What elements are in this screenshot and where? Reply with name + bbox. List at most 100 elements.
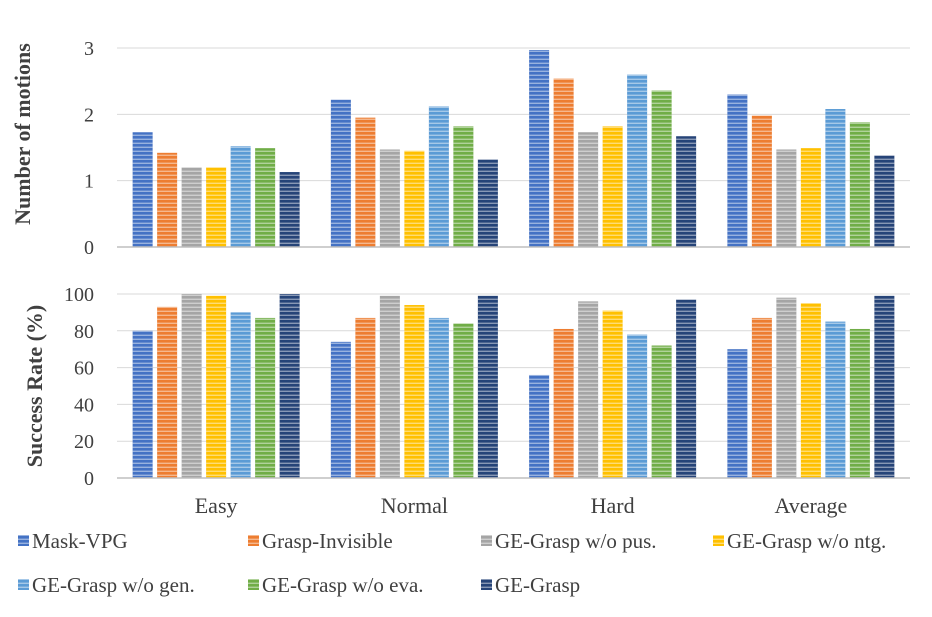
legend-swatch-texture [248, 579, 259, 590]
bar [651, 90, 672, 247]
bar [255, 148, 276, 247]
bar-texture [874, 155, 895, 247]
bar-texture [181, 294, 202, 478]
bar [578, 301, 599, 478]
bar-texture [553, 78, 574, 247]
legend-label: GE-Grasp w/o eva. [262, 573, 424, 597]
bar-texture [230, 312, 251, 478]
bar-texture [727, 94, 748, 247]
bar [428, 106, 449, 247]
legend-item: Grasp-Invisible [248, 529, 393, 553]
bar-texture [874, 295, 895, 478]
bar-texture [676, 299, 697, 478]
bar-texture [553, 328, 574, 478]
bar-texture [800, 303, 821, 478]
y-tick-label: 2 [84, 104, 94, 126]
bar-texture [849, 122, 870, 247]
y-tick-label: 20 [74, 431, 94, 453]
bar [230, 146, 251, 247]
legend-item: GE-Grasp w/o pus. [481, 529, 657, 553]
legend-label: GE-Grasp w/o ntg. [727, 529, 886, 553]
bar-texture [132, 132, 153, 247]
bar-texture [279, 294, 300, 478]
bar [553, 328, 574, 478]
category-label: Easy [195, 493, 238, 518]
bar-texture [651, 90, 672, 247]
bar-texture [404, 150, 425, 247]
bar [330, 341, 351, 478]
bar-texture [751, 317, 772, 478]
y-tick-label: 40 [74, 394, 94, 416]
y-tick-label: 0 [84, 237, 94, 259]
bar [330, 99, 351, 248]
bar-texture [529, 374, 550, 478]
bar [453, 323, 474, 478]
bar [825, 321, 846, 478]
bar-texture [602, 126, 623, 247]
bar-texture [255, 317, 276, 478]
bar-texture [157, 306, 178, 478]
bar [404, 150, 425, 247]
bar-texture [428, 106, 449, 247]
bar [874, 155, 895, 247]
y-tick-label: 100 [64, 284, 94, 306]
category-label: Average [774, 493, 847, 518]
bar-texture [800, 148, 821, 247]
bar [255, 317, 276, 478]
bar [776, 149, 797, 247]
bar [453, 126, 474, 247]
bar-texture [676, 136, 697, 247]
bar [651, 345, 672, 478]
bar [132, 132, 153, 247]
bar-texture [230, 146, 251, 247]
legend-label: Grasp-Invisible [262, 529, 393, 553]
bar [477, 159, 498, 247]
bar [529, 49, 550, 247]
legend-item: GE-Grasp [481, 573, 580, 597]
bar [230, 312, 251, 478]
y-tick-label: 1 [84, 171, 94, 193]
bar [776, 297, 797, 478]
bar-texture [727, 349, 748, 478]
bar-texture [157, 152, 178, 247]
bar-texture [578, 132, 599, 247]
axis-layer: 0 1 2 3 Number of motions 0 20 40 60 80 100 Success… [10, 38, 910, 518]
bar-texture [255, 148, 276, 247]
bar-texture [379, 295, 400, 478]
y-tick-label: 60 [74, 358, 94, 380]
bar [602, 310, 623, 478]
legend-label: Mask-VPG [32, 529, 128, 553]
bar [627, 74, 648, 248]
bar-texture [849, 328, 870, 478]
bar-texture [279, 172, 300, 247]
bar [379, 149, 400, 247]
bar [727, 94, 748, 247]
bar [355, 317, 376, 478]
bar [279, 294, 300, 478]
bar [279, 172, 300, 247]
bar [206, 295, 227, 478]
bar [477, 295, 498, 478]
bars-layer [132, 49, 895, 478]
bar-texture [825, 109, 846, 247]
legend-item: Mask-VPG [18, 529, 128, 553]
bar-texture [355, 317, 376, 478]
bar-texture [453, 126, 474, 247]
bar [751, 115, 772, 247]
bar [529, 374, 550, 478]
bar-texture [206, 167, 227, 247]
bar [676, 299, 697, 478]
bar-texture [404, 305, 425, 478]
bar-texture [355, 117, 376, 248]
legend-swatch-texture [481, 535, 492, 546]
bar-texture [627, 74, 648, 248]
bar [825, 109, 846, 247]
legend-swatch-texture [481, 579, 492, 590]
bar [355, 117, 376, 248]
legend-swatch-texture [18, 579, 29, 590]
bar [428, 317, 449, 478]
legend-label: GE-Grasp w/o pus. [495, 529, 657, 553]
bar [676, 136, 697, 247]
legend-label: GE-Grasp [495, 573, 580, 597]
